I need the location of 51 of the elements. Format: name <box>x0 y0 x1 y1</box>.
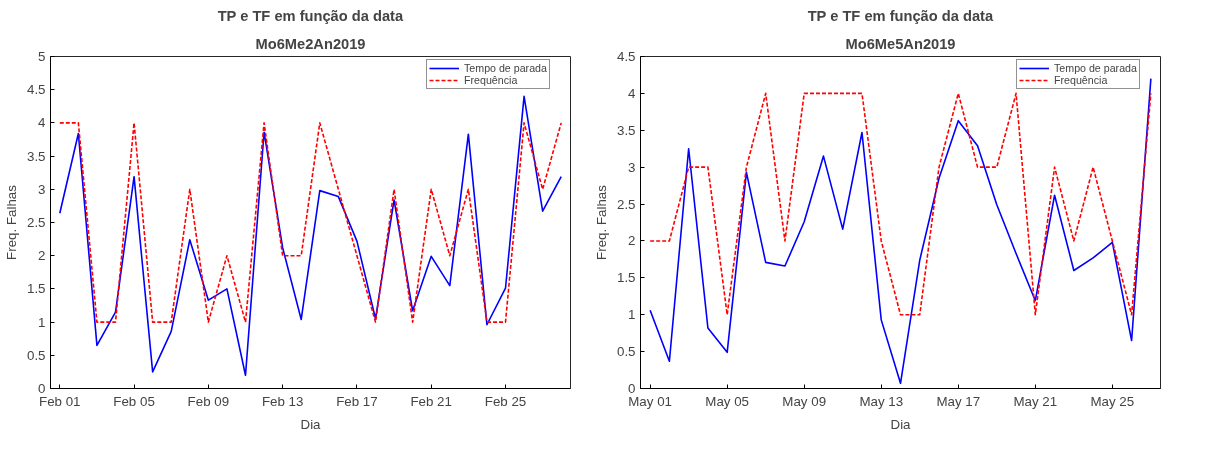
y-tick-label: 4 <box>38 115 47 131</box>
y-tick-label: 4.5 <box>26 82 46 98</box>
x-axis-title: Dia <box>890 416 912 432</box>
x-tick-label: Feb 05 <box>113 393 155 409</box>
y-tick-label: 3.5 <box>616 122 636 138</box>
y-tick-label: 2 <box>628 233 636 249</box>
y-tick-label: 0.5 <box>616 344 636 360</box>
x-tick-label: May 13 <box>859 393 904 409</box>
y-axis-title: Freq. Falhas <box>593 184 609 260</box>
x-tick-label: Feb 25 <box>484 393 527 409</box>
x-tick-label: May 25 <box>1090 393 1135 409</box>
y-tick-label: 1.5 <box>26 281 46 297</box>
line-series <box>649 92 1152 316</box>
x-tick-label: Feb 13 <box>261 393 304 409</box>
y-tick-label: 0 <box>628 381 636 396</box>
chart-title: TP e TF em função da data <box>217 7 404 24</box>
chart-title: TP e TF em função da data <box>807 7 994 24</box>
y-tick-label: 1 <box>628 307 636 323</box>
y-tick-label: 4.5 <box>616 49 636 64</box>
y-tick-label: 0.5 <box>26 347 46 363</box>
x-tick-label: May 01 <box>628 393 672 409</box>
x-tick-label: Feb 09 <box>187 393 230 409</box>
y-axis-title: Freq. Falhas <box>3 184 19 260</box>
y-tick-label: 3.5 <box>26 148 46 164</box>
x-tick-label: May 05 <box>705 393 750 409</box>
line-series <box>649 77 1152 385</box>
y-tick-label: 2.5 <box>26 215 46 230</box>
y-tick-label: 4 <box>628 85 637 101</box>
legend-label: Tempo de parada <box>1054 62 1137 74</box>
x-tick-label: May 17 <box>936 393 981 409</box>
y-tick-label: 2 <box>38 248 46 264</box>
x-axis-title: Dia <box>300 416 322 432</box>
line-series <box>58 95 563 377</box>
y-tick-label: 3 <box>38 181 46 197</box>
y-tick-label: 0 <box>38 381 46 396</box>
x-tick-label: May 09 <box>782 393 827 409</box>
line-series <box>58 122 563 323</box>
y-tick-label: 3 <box>628 159 636 175</box>
y-tick-label: 5 <box>38 49 46 64</box>
legend-label: Tempo de parada <box>464 62 547 74</box>
y-tick-label: 1.5 <box>616 270 636 286</box>
y-tick-label: 2.5 <box>616 196 636 212</box>
y-tick-label: 1 <box>38 314 46 330</box>
legend-label: Frequência <box>464 74 518 86</box>
chart-subtitle: Mo6Me5An2019 <box>845 35 956 52</box>
x-tick-label: May 21 <box>1013 393 1058 409</box>
chart-subtitle: Mo6Me2An2019 <box>255 35 366 52</box>
x-tick-label: Feb 17 <box>336 393 378 409</box>
x-tick-label: Feb 01 <box>39 393 81 409</box>
legend-label: Frequência <box>1054 74 1108 86</box>
x-tick-label: Feb 21 <box>410 393 452 409</box>
